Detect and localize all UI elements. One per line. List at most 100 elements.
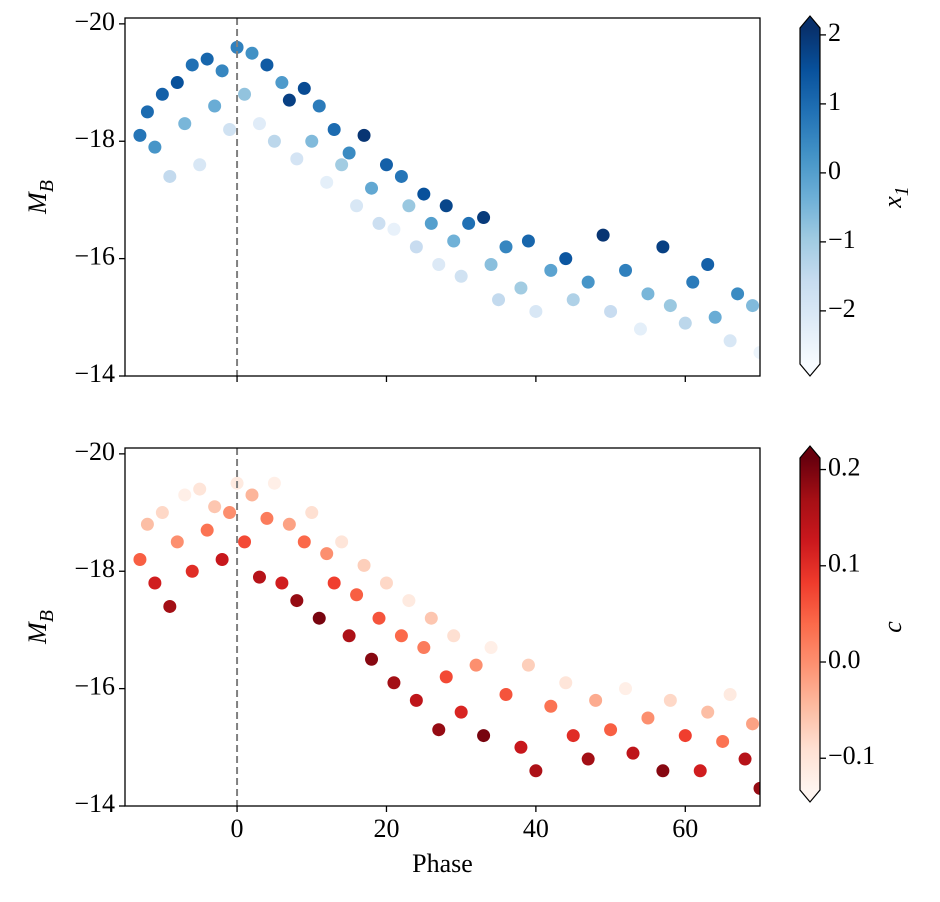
- point: [701, 257, 715, 271]
- point: [208, 99, 222, 113]
- point: [245, 46, 259, 60]
- point: [439, 670, 453, 684]
- colorbar-tick-label: −0.1: [828, 741, 875, 770]
- point: [342, 629, 356, 643]
- point: [208, 500, 222, 514]
- point: [746, 717, 760, 731]
- point: [290, 594, 304, 608]
- point: [350, 199, 364, 213]
- point: [633, 322, 647, 336]
- x-tick-label: 20: [373, 814, 399, 843]
- colorbar-label-main: x: [878, 196, 907, 209]
- point: [163, 169, 177, 183]
- point: [716, 734, 730, 748]
- point: [275, 576, 289, 590]
- point: [619, 263, 633, 277]
- y-tick-label: −16: [74, 242, 115, 271]
- colorbar-extend-bottom: [800, 364, 820, 376]
- point: [155, 506, 169, 520]
- point: [372, 216, 386, 230]
- point: [484, 641, 498, 655]
- scatter-points: [133, 40, 760, 360]
- point: [282, 93, 296, 107]
- point: [170, 535, 184, 549]
- point: [148, 576, 162, 590]
- point: [678, 729, 692, 743]
- point: [663, 693, 677, 707]
- point: [252, 117, 266, 131]
- point: [656, 240, 670, 254]
- colorbar-tick-label: 0.2: [828, 453, 861, 482]
- point: [327, 123, 341, 137]
- point: [365, 181, 379, 195]
- point: [312, 99, 326, 113]
- point: [193, 482, 207, 496]
- point: [566, 729, 580, 743]
- y-tick-label: −20: [74, 437, 115, 466]
- point: [148, 140, 162, 154]
- point: [140, 105, 154, 119]
- point: [484, 257, 498, 271]
- point: [738, 752, 752, 766]
- point: [178, 488, 192, 502]
- point: [492, 293, 506, 307]
- point: [267, 134, 281, 148]
- y-label-subscript: B: [36, 610, 58, 622]
- point: [581, 275, 595, 289]
- colorbar-tick-label: 2: [828, 18, 841, 47]
- point: [417, 187, 431, 201]
- point: [604, 304, 618, 318]
- colorbar: [800, 28, 820, 364]
- colorbar-tick-label: 0.0: [828, 645, 861, 674]
- colorbar-extend-top: [800, 16, 820, 28]
- colorbar-extend-bottom: [800, 790, 820, 802]
- y-tick-label: −18: [74, 554, 115, 583]
- point: [133, 553, 147, 567]
- point: [424, 216, 438, 230]
- point: [559, 676, 573, 690]
- point: [133, 128, 147, 142]
- point: [454, 705, 468, 719]
- point: [387, 676, 401, 690]
- point: [514, 740, 528, 754]
- point: [223, 506, 237, 520]
- point: [215, 64, 229, 78]
- point: [372, 611, 386, 625]
- point: [155, 87, 169, 101]
- point: [701, 705, 715, 719]
- point: [641, 711, 655, 725]
- point: [185, 564, 199, 578]
- colorbar-extend-top: [800, 446, 820, 458]
- colorbar-outline: [799, 15, 821, 377]
- point: [200, 523, 214, 537]
- point: [477, 211, 491, 225]
- y-tick-label: −18: [74, 124, 115, 153]
- point: [454, 269, 468, 283]
- point: [260, 511, 274, 525]
- point: [559, 252, 573, 266]
- point: [723, 334, 737, 348]
- y-axis-label: MB: [23, 610, 58, 645]
- x-tick-label: 40: [523, 814, 549, 843]
- point: [223, 123, 237, 137]
- point: [335, 158, 349, 172]
- point: [140, 517, 154, 531]
- colorbar-tick-label: 1: [828, 87, 841, 116]
- point: [379, 158, 393, 172]
- point: [424, 611, 438, 625]
- point: [731, 287, 745, 301]
- point: [350, 588, 364, 602]
- scatter-points: [133, 476, 760, 795]
- point: [178, 117, 192, 131]
- point: [394, 629, 408, 643]
- point: [163, 599, 177, 613]
- y-axis-label: MB: [23, 180, 58, 215]
- colorbar-label-main: c: [878, 621, 907, 633]
- point: [656, 764, 670, 778]
- point: [320, 547, 334, 561]
- y-tick-label: −14: [74, 789, 115, 818]
- point: [357, 558, 371, 572]
- colorbar-label: x1: [878, 186, 913, 209]
- point: [402, 594, 416, 608]
